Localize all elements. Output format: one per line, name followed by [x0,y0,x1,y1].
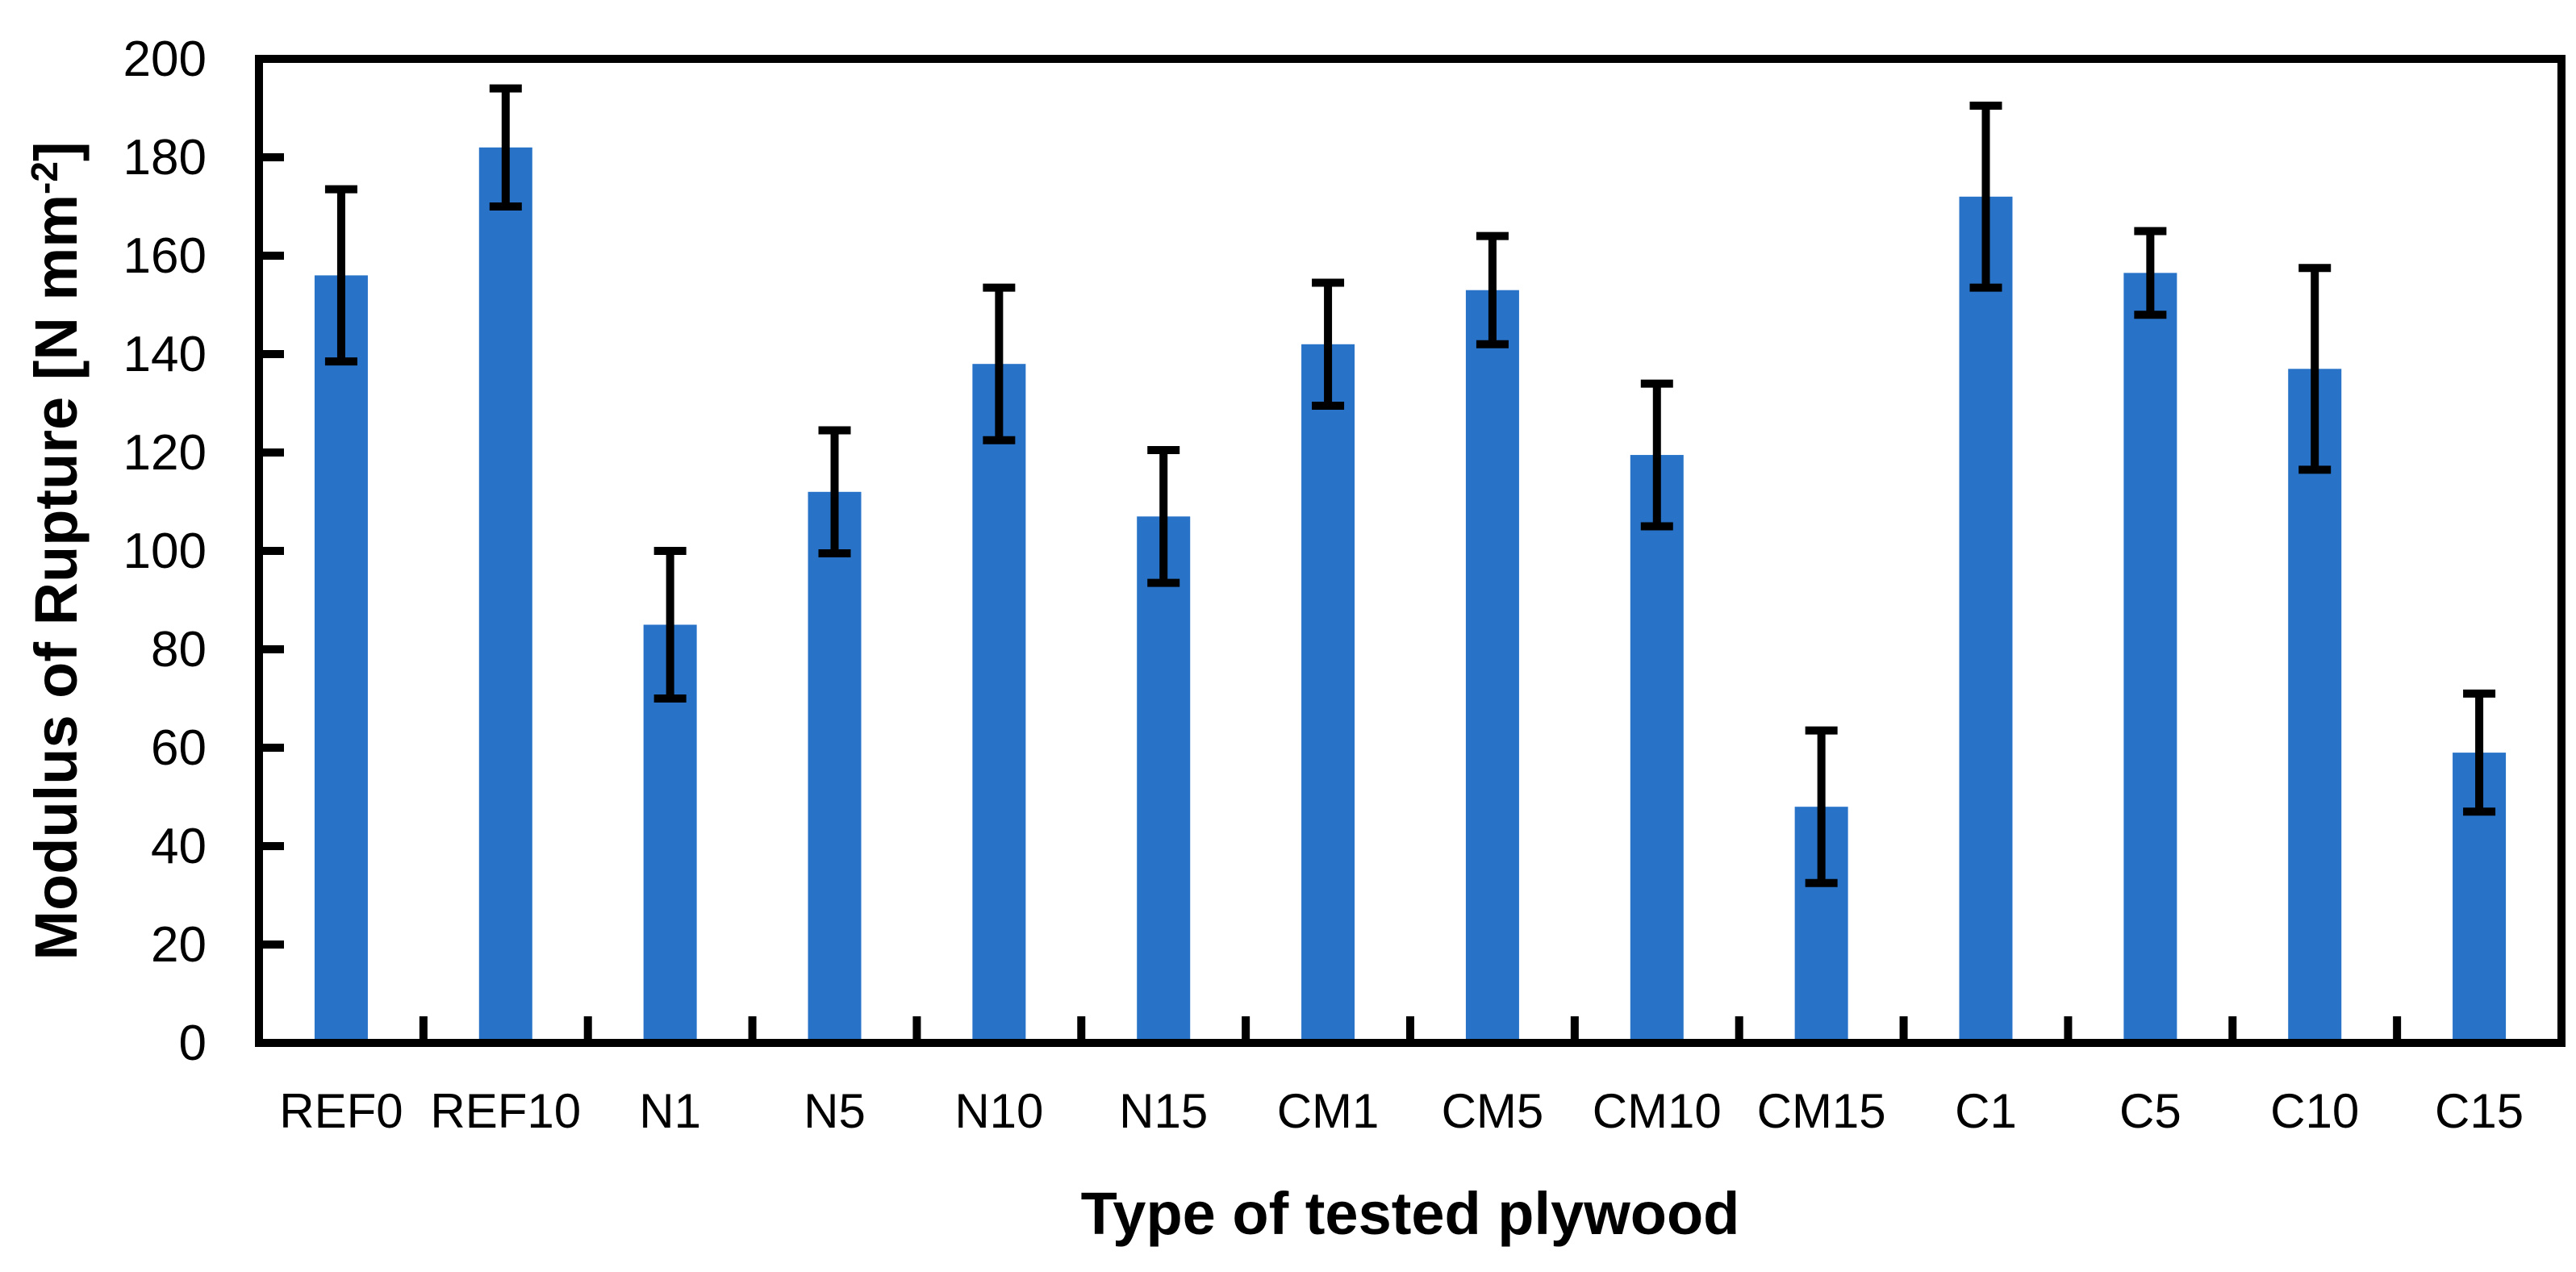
bar-REF0 [314,275,368,1047]
y-tick-label-60: 60 [151,720,207,776]
x-tick-label-N5: N5 [804,1084,866,1138]
y-tick-label-80: 80 [151,622,207,678]
error-bar-CM5 [1476,231,1509,348]
x-axis-title: Type of tested plywood [1081,1180,1740,1247]
bar-C10 [2288,369,2342,1047]
error-bar-C5 [2134,227,2167,319]
x-tick-label-REF0: REF0 [279,1084,403,1138]
error-bar-CM15 [1805,726,1838,887]
y-tick-label-120: 120 [123,425,207,481]
bar-CM10 [1630,455,1684,1047]
error-bar-REF0 [324,185,357,366]
plot-frame [255,55,2566,1047]
error-bar-C10 [2298,264,2332,474]
x-tick-label-N10: N10 [954,1084,1043,1138]
y-tick-label-0: 0 [179,1016,207,1071]
x-tick-label-REF10: REF10 [430,1084,581,1138]
y-axis-tick-labels: 0 20 40 60 80 100 120 140 160 180 200 [123,31,207,1071]
error-bar-N10 [983,283,1016,444]
x-tick-label-CM10: CM10 [1593,1084,1722,1138]
error-bar-REF10 [489,84,522,211]
x-axis-tick-labels: REF0 REF10 N1 N5 N10 N15 CM1 CM5 CM10 CM15 C1 C5 C10… [279,1084,2524,1138]
y-tick-label-20: 20 [151,917,207,973]
error-bar-N1 [653,547,687,703]
error-bar-CM10 [1640,379,1673,531]
y-tick-label-140: 140 [123,327,207,382]
y-tick-label-200: 200 [123,31,207,87]
error-bars [324,84,2496,887]
y-axis-ticks [263,153,284,949]
bar-N15 [1137,516,1191,1047]
x-tick-label-CM15: CM15 [1757,1084,1886,1138]
bar-REF10 [478,147,532,1047]
bar-C1 [1959,196,2013,1047]
bar-C5 [2123,273,2177,1048]
y-tick-label-40: 40 [151,819,207,874]
x-tick-label-C1: C1 [1955,1084,2017,1138]
error-bar-C1 [1969,101,2002,292]
x-tick-label-C10: C10 [2270,1084,2359,1138]
x-tick-label-N15: N15 [1119,1084,1208,1138]
y-axis-title: Modulus of Rupture [N mm-2] [23,141,90,960]
x-axis-ticks [419,1016,2402,1039]
x-tick-label-N1: N1 [639,1084,701,1138]
y-tick-label-160: 160 [123,228,207,284]
error-bar-C15 [2463,689,2496,816]
bars [314,147,2507,1048]
bar-N5 [808,491,862,1047]
y-tick-label-180: 180 [123,130,207,186]
bar-N10 [972,364,1026,1047]
y-tick-label-100: 100 [123,523,207,579]
x-tick-label-CM1: CM1 [1277,1084,1380,1138]
error-bar-CM1 [1312,278,1345,411]
x-tick-label-C15: C15 [2435,1084,2524,1138]
error-bar-N15 [1147,445,1180,587]
x-tick-label-CM5: CM5 [1442,1084,1544,1138]
bar-CM5 [1465,290,1519,1047]
bar-CM1 [1301,344,1355,1047]
error-bar-N5 [818,426,851,558]
x-tick-label-C5: C5 [2119,1084,2181,1138]
